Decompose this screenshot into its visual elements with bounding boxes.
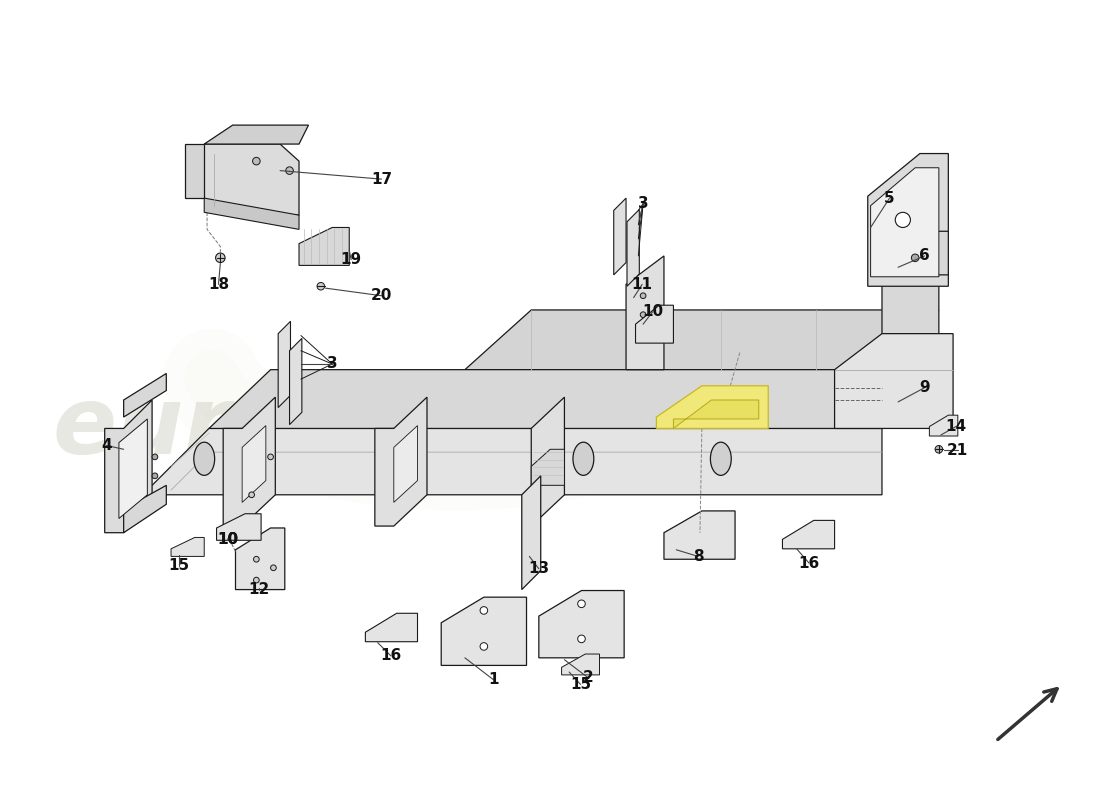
Text: 17: 17 <box>371 172 392 186</box>
Text: 1: 1 <box>488 672 498 687</box>
Text: 12: 12 <box>249 582 270 597</box>
Text: 4: 4 <box>101 438 112 453</box>
Circle shape <box>152 473 157 478</box>
Text: 3: 3 <box>638 196 648 211</box>
Circle shape <box>152 454 157 460</box>
Text: 10: 10 <box>218 532 239 547</box>
Circle shape <box>578 600 585 607</box>
Polygon shape <box>223 397 275 526</box>
Circle shape <box>267 454 274 460</box>
Polygon shape <box>441 597 527 666</box>
Circle shape <box>249 492 254 498</box>
Polygon shape <box>242 426 266 502</box>
Polygon shape <box>531 397 564 526</box>
Text: 9: 9 <box>920 380 929 395</box>
Circle shape <box>317 282 324 290</box>
Text: 14: 14 <box>945 419 967 434</box>
Circle shape <box>640 312 646 318</box>
Polygon shape <box>235 528 285 590</box>
Text: a passion for parts since 1985: a passion for parts since 1985 <box>173 459 529 483</box>
Text: 18: 18 <box>208 277 229 292</box>
Polygon shape <box>123 486 166 533</box>
Polygon shape <box>205 125 308 144</box>
Polygon shape <box>170 538 205 557</box>
Polygon shape <box>521 476 541 590</box>
Polygon shape <box>627 210 639 286</box>
Polygon shape <box>664 511 735 559</box>
Polygon shape <box>217 514 261 540</box>
Polygon shape <box>375 397 427 526</box>
Circle shape <box>578 635 585 642</box>
Text: 15: 15 <box>570 677 591 692</box>
Circle shape <box>253 158 261 165</box>
Polygon shape <box>562 654 600 675</box>
Text: 16: 16 <box>799 555 820 570</box>
Text: 6: 6 <box>920 249 929 263</box>
Polygon shape <box>394 426 418 502</box>
Polygon shape <box>657 386 768 429</box>
Ellipse shape <box>573 442 594 475</box>
Text: 11: 11 <box>631 277 652 292</box>
Ellipse shape <box>194 442 214 475</box>
Text: 3: 3 <box>327 357 338 371</box>
Ellipse shape <box>384 442 404 475</box>
Circle shape <box>286 167 294 174</box>
Ellipse shape <box>711 442 732 475</box>
Polygon shape <box>147 429 882 494</box>
Polygon shape <box>365 614 418 642</box>
Polygon shape <box>835 334 953 429</box>
Polygon shape <box>205 144 299 215</box>
Text: 21: 21 <box>947 442 968 458</box>
Polygon shape <box>104 400 152 533</box>
Circle shape <box>253 578 260 583</box>
Polygon shape <box>930 415 958 436</box>
Circle shape <box>640 293 646 298</box>
Polygon shape <box>531 450 564 486</box>
Text: 19: 19 <box>341 252 362 267</box>
Text: 8: 8 <box>693 549 703 564</box>
Polygon shape <box>205 198 299 230</box>
Polygon shape <box>299 227 350 266</box>
Polygon shape <box>539 590 624 658</box>
Polygon shape <box>278 322 290 407</box>
Circle shape <box>216 253 225 262</box>
Text: 13: 13 <box>528 562 549 576</box>
Polygon shape <box>626 256 664 370</box>
Polygon shape <box>123 374 166 417</box>
Circle shape <box>912 254 918 262</box>
Circle shape <box>480 606 487 614</box>
Polygon shape <box>209 370 939 429</box>
Polygon shape <box>896 231 948 275</box>
Polygon shape <box>185 144 205 198</box>
Circle shape <box>271 565 276 570</box>
Polygon shape <box>882 225 939 370</box>
Polygon shape <box>636 306 673 343</box>
Polygon shape <box>119 419 147 518</box>
Circle shape <box>480 642 487 650</box>
Polygon shape <box>782 520 835 549</box>
Polygon shape <box>614 198 626 275</box>
Text: 20: 20 <box>371 288 393 303</box>
Polygon shape <box>870 168 939 277</box>
Text: eurospares: eurospares <box>53 382 650 474</box>
Polygon shape <box>868 154 948 286</box>
Polygon shape <box>289 338 301 425</box>
Text: 5: 5 <box>884 190 895 206</box>
Circle shape <box>935 446 943 453</box>
Polygon shape <box>465 310 939 370</box>
Circle shape <box>253 557 260 562</box>
Circle shape <box>895 212 911 227</box>
Polygon shape <box>465 370 882 429</box>
Text: 2: 2 <box>583 670 594 686</box>
Polygon shape <box>673 400 759 429</box>
Text: 10: 10 <box>218 532 239 547</box>
Text: 15: 15 <box>168 558 189 574</box>
Text: 10: 10 <box>642 304 663 319</box>
Text: 16: 16 <box>381 649 402 663</box>
